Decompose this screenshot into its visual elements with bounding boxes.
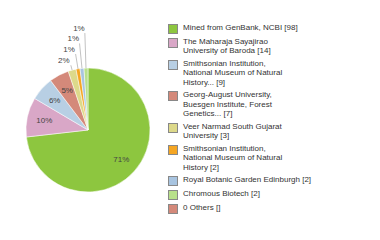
svg-text:10%: 10% <box>36 116 52 125</box>
svg-text:5%: 5% <box>61 86 73 95</box>
html-text:Veer Narmad South Gujarat Univ: Veer Narmad South Gujarat University [3] <box>183 121 282 141</box>
html-text:Smithsonian Institution, Natio: Smithsonian Institution, National Museum… <box>183 58 283 87</box>
svg-text:1%: 1% <box>73 24 85 33</box>
html-text:Royal Botanic Garden Edinburgh: Royal Botanic Garden Edinburgh [2] <box>183 175 312 185</box>
svg-text:71%: 71% <box>113 155 129 164</box>
html-text:Georg-August University, Buesg: Georg-August University, Buesgen Institu… <box>183 90 272 119</box>
html-text:The Maharaja Sayajirao Univers: The Maharaja Sayajirao University of Bar… <box>183 36 271 56</box>
svg-text:6%: 6% <box>49 96 61 105</box>
html-text:Chromous Biotech [2]: Chromous Biotech [2] <box>183 189 260 199</box>
svg-text:1%: 1% <box>63 45 75 54</box>
html-text:Mined from GenBank, NCBI [98]: Mined from GenBank, NCBI [98] <box>183 22 298 32</box>
html-text:Smithsonian Institution, Natio: Smithsonian Institution, National Museum… <box>183 143 283 172</box>
html-text:0 Others []: 0 Others [] <box>183 203 221 213</box>
svg-text:2%: 2% <box>58 56 70 65</box>
svg-text:1%: 1% <box>68 34 80 43</box>
